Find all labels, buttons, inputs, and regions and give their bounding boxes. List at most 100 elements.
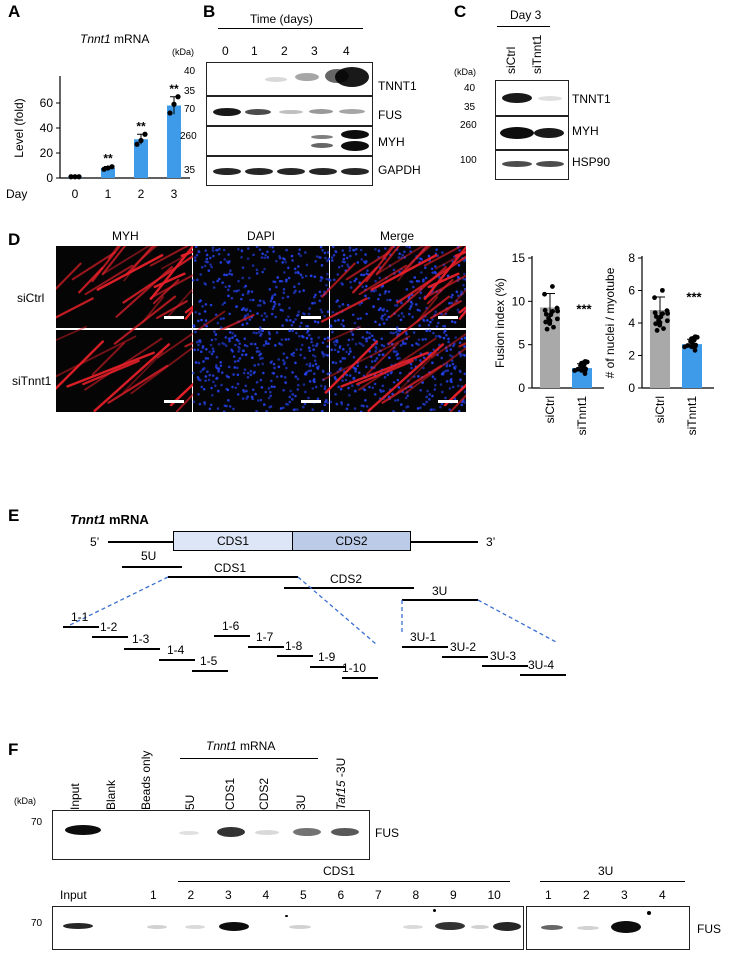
nucleus	[321, 370, 325, 374]
nucleus	[253, 364, 257, 367]
nucleus	[301, 335, 305, 339]
nucleus	[273, 366, 276, 370]
nucleus	[408, 307, 412, 311]
nucleus	[305, 336, 309, 340]
nucleus	[423, 403, 427, 406]
y-axis-label: # of nuclei / myotube	[603, 267, 617, 378]
nucleus	[320, 276, 324, 280]
nucleus	[425, 329, 428, 333]
nucleus	[365, 405, 369, 408]
nucleus	[211, 246, 215, 250]
nucleus	[282, 352, 286, 355]
nucleus	[294, 318, 297, 321]
nucleus	[214, 332, 218, 336]
panel-f-kda: (kDa)	[14, 796, 36, 806]
nucleus	[422, 356, 426, 359]
panel-d-label: D	[8, 230, 21, 249]
nucleus	[196, 348, 200, 352]
nucleus	[296, 388, 300, 391]
y-tick-label: 8	[628, 251, 635, 265]
nucleus	[219, 364, 223, 368]
bottom-group-3u-line	[540, 881, 685, 882]
fragment-cds2	[284, 587, 414, 589]
nucleus	[240, 256, 243, 259]
nucleus	[343, 260, 346, 264]
nucleus	[424, 276, 428, 280]
data-point	[138, 137, 144, 144]
blot-c-myh-label: MYH	[572, 124, 599, 138]
bottom-lane-cds1-9: 9	[450, 888, 457, 902]
nucleus	[238, 357, 242, 360]
nucleus	[428, 398, 431, 401]
u3-sub-label-4: 3U-4	[528, 658, 555, 672]
nucleus	[449, 372, 453, 376]
panel-a-label: A	[8, 2, 21, 21]
nucleus	[393, 304, 397, 307]
nucleus	[321, 352, 325, 356]
nucleus	[207, 378, 211, 382]
nucleus	[463, 372, 466, 376]
data-point	[547, 319, 553, 325]
nucleus	[230, 273, 234, 276]
nucleus	[259, 398, 263, 402]
nucleus	[213, 384, 217, 388]
nucleus	[409, 250, 412, 253]
nucleus	[192, 400, 196, 404]
nucleus	[228, 405, 232, 408]
nucleus	[193, 348, 196, 352]
nucleus	[262, 371, 265, 375]
nucleus	[325, 398, 328, 402]
myotube	[152, 278, 180, 305]
nucleus	[197, 319, 200, 323]
nucleus	[340, 264, 344, 268]
nucleus	[388, 264, 392, 267]
y-tick-label: 4	[628, 316, 635, 330]
nucleus	[353, 279, 356, 283]
nucleus	[373, 393, 377, 396]
nucleus	[313, 359, 317, 362]
panel-f-group-label: Tnnt1 mRNA	[206, 739, 275, 753]
nucleus	[294, 394, 297, 398]
nucleus	[364, 365, 368, 369]
nucleus	[334, 392, 337, 396]
nucleus	[354, 252, 358, 256]
nucleus	[360, 258, 364, 261]
nucleus	[364, 253, 367, 256]
nucleus	[311, 354, 315, 357]
nucleus	[350, 384, 354, 388]
nucleus	[305, 331, 309, 334]
nucleus	[452, 344, 455, 348]
nucleus	[332, 340, 336, 344]
nucleus	[345, 373, 349, 377]
bottom-group-cds1: CDS1	[323, 864, 356, 878]
nucleus	[346, 343, 350, 347]
nucleus	[262, 300, 265, 303]
cds1-sub-4	[159, 659, 195, 661]
data-point	[554, 316, 560, 322]
nucleus	[381, 384, 385, 388]
nucleus	[433, 388, 437, 391]
nucleus	[282, 359, 285, 362]
nucleus	[252, 371, 256, 375]
nucleus	[455, 299, 459, 303]
nucleus	[198, 300, 201, 304]
nucleus	[258, 326, 262, 329]
nucleus	[331, 360, 335, 364]
nucleus	[205, 257, 209, 261]
nucleus	[336, 350, 340, 354]
nucleus	[258, 299, 262, 303]
panel-b-lane-2: 2	[281, 44, 288, 58]
scale-bar	[164, 400, 184, 403]
nucleus	[378, 323, 381, 327]
nucleus	[287, 337, 290, 341]
nucleus	[449, 379, 453, 382]
bar-siTnnt1	[682, 344, 702, 388]
nucleus	[255, 346, 259, 350]
nucleus	[216, 407, 220, 410]
nucleus	[445, 380, 449, 383]
myotube	[320, 297, 368, 323]
nucleus	[321, 341, 325, 344]
nucleus	[285, 278, 288, 282]
cds1-sub-5	[192, 670, 228, 672]
x-tick-label: 0	[72, 187, 79, 201]
